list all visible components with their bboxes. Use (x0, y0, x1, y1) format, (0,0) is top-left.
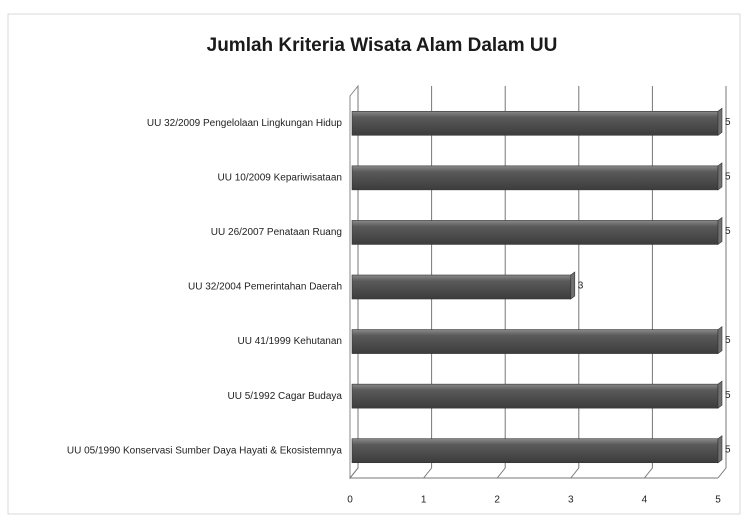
bar-end (717, 216, 723, 246)
y-tick-label: UU 26/2007 Penataan Ruang (211, 227, 342, 238)
x-tick-label: 2 (494, 495, 500, 506)
data-label: 5 (725, 171, 731, 182)
bar-end (717, 325, 723, 355)
y-tick-label: UU 41/1999 Kehutanan (237, 336, 342, 347)
x-tick-label: 3 (568, 495, 574, 506)
data-label: 3 (578, 281, 584, 292)
bar-end (717, 107, 723, 136)
x-tick-label: 5 (715, 495, 721, 506)
chart-title: Jumlah Kriteria Wisata Alam Dalam UU (207, 35, 558, 56)
data-label: 5 (725, 390, 731, 401)
data-label: 5 (725, 335, 731, 346)
data-label: 5 (725, 117, 731, 128)
x-tick-label: 1 (421, 495, 427, 506)
tick-mark (644, 467, 653, 479)
data-label: 5 (725, 444, 731, 455)
tick-mark (570, 467, 580, 479)
data-label: 5 (725, 226, 731, 237)
y-tick-label: UU 32/2004 Pemerintahan Daerah (188, 282, 342, 293)
bar (351, 220, 719, 245)
bar-end (570, 271, 576, 300)
tick-mark (423, 467, 432, 479)
y-tick-label: UU 10/2009 Kepariwisataan (217, 172, 342, 183)
bar (351, 165, 719, 191)
bar (351, 110, 719, 136)
tick-mark (349, 467, 359, 479)
bar-end (717, 162, 723, 191)
bar (351, 329, 719, 354)
bar-end (717, 435, 723, 464)
y-tick-label: UU 5/1992 Cagar Budaya (227, 391, 342, 402)
y-tick-label: UU 32/2009 Pengelolaan Lingkungan Hidup (147, 118, 343, 129)
bar (351, 383, 719, 409)
x-tick-label: 0 (347, 495, 353, 506)
x-tick-label: 4 (642, 495, 648, 506)
bar-end (717, 380, 723, 409)
tick-mark (496, 467, 506, 479)
bar (351, 274, 572, 300)
tick-mark (717, 467, 727, 479)
y-tick-label: UU 05/1990 Konservasi Sumber Daya Hayati… (67, 445, 343, 456)
chart-frame (7, 13, 741, 515)
bar (351, 438, 719, 464)
